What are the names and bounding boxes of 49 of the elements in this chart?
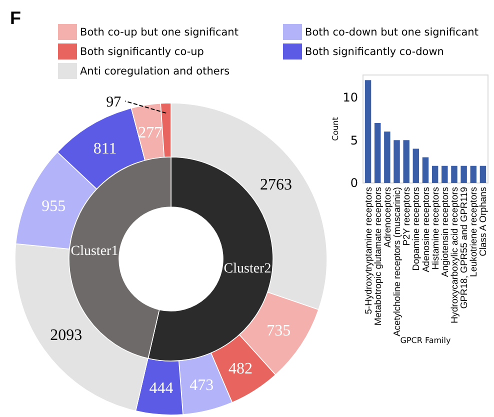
bar — [394, 140, 400, 183]
bar — [403, 140, 410, 183]
x-tick-label: Adrenoceptors — [382, 186, 392, 248]
data-label: 482 — [228, 360, 252, 378]
text: F — [10, 8, 21, 28]
legend-label: Both significantly co-down — [305, 46, 444, 58]
slice-label: Cluster1 — [70, 244, 118, 260]
bar — [470, 166, 477, 183]
x-tick-label: 5-Hydroxytryptamine receptors — [363, 186, 374, 314]
x-tick-label: Leukotriene receptors — [468, 186, 479, 277]
data-label: 735 — [266, 322, 291, 340]
data-label: 277 — [138, 124, 162, 142]
bar — [412, 148, 420, 183]
bar — [451, 166, 458, 183]
y-tick-label: 0 — [350, 176, 358, 190]
bar — [422, 157, 429, 183]
y-tick-label: 10 — [342, 90, 358, 104]
data-label: 2763 — [260, 176, 292, 194]
data-label: 2093 — [50, 326, 82, 344]
bar — [480, 166, 486, 183]
x-tick-label: GPR18, GPR55 and GPR119 — [459, 187, 470, 309]
data-label: 811 — [93, 140, 117, 158]
x-tick-label: Class A Orphans — [478, 186, 488, 256]
bar — [384, 132, 390, 183]
data-label: 473 — [190, 376, 214, 394]
x-tick-label: P2Y receptors — [402, 186, 412, 246]
legend-label: Both significantly co-up — [80, 46, 204, 58]
x-tick-label: Hydroxycarboxylic acid receptors — [449, 186, 460, 324]
x-tick-label: Angiotensin receptors — [440, 186, 450, 277]
data-label: 444 — [149, 380, 174, 398]
bar — [374, 123, 381, 183]
legend-label: Both co-up but one significant — [80, 26, 238, 39]
legend-label: Both co-down but one significant — [305, 26, 478, 39]
x-tick-label: Dopamine receptors — [411, 186, 422, 271]
data-label: 97 — [106, 94, 122, 110]
bar — [432, 166, 438, 183]
x-tick-label: Adenosine receptors — [420, 186, 431, 272]
x-tick-label: Histamine receptors — [430, 186, 440, 270]
legend-label: Anti coregulation and others — [80, 66, 230, 78]
y-tick-label: 5 — [350, 133, 358, 148]
data-label: 955 — [42, 198, 66, 216]
bar — [442, 166, 448, 183]
x-axis-title: GPCR Family — [400, 336, 451, 345]
x-tick-label: Metabotropic glutamate receptors — [372, 186, 383, 326]
x-tick-label: Acetylcholine receptors (muscarinic) — [392, 187, 402, 336]
y-axis-title: Count — [331, 117, 340, 141]
bar — [364, 80, 372, 183]
slice-label: Cluster2 — [224, 262, 272, 277]
bar — [460, 166, 467, 183]
